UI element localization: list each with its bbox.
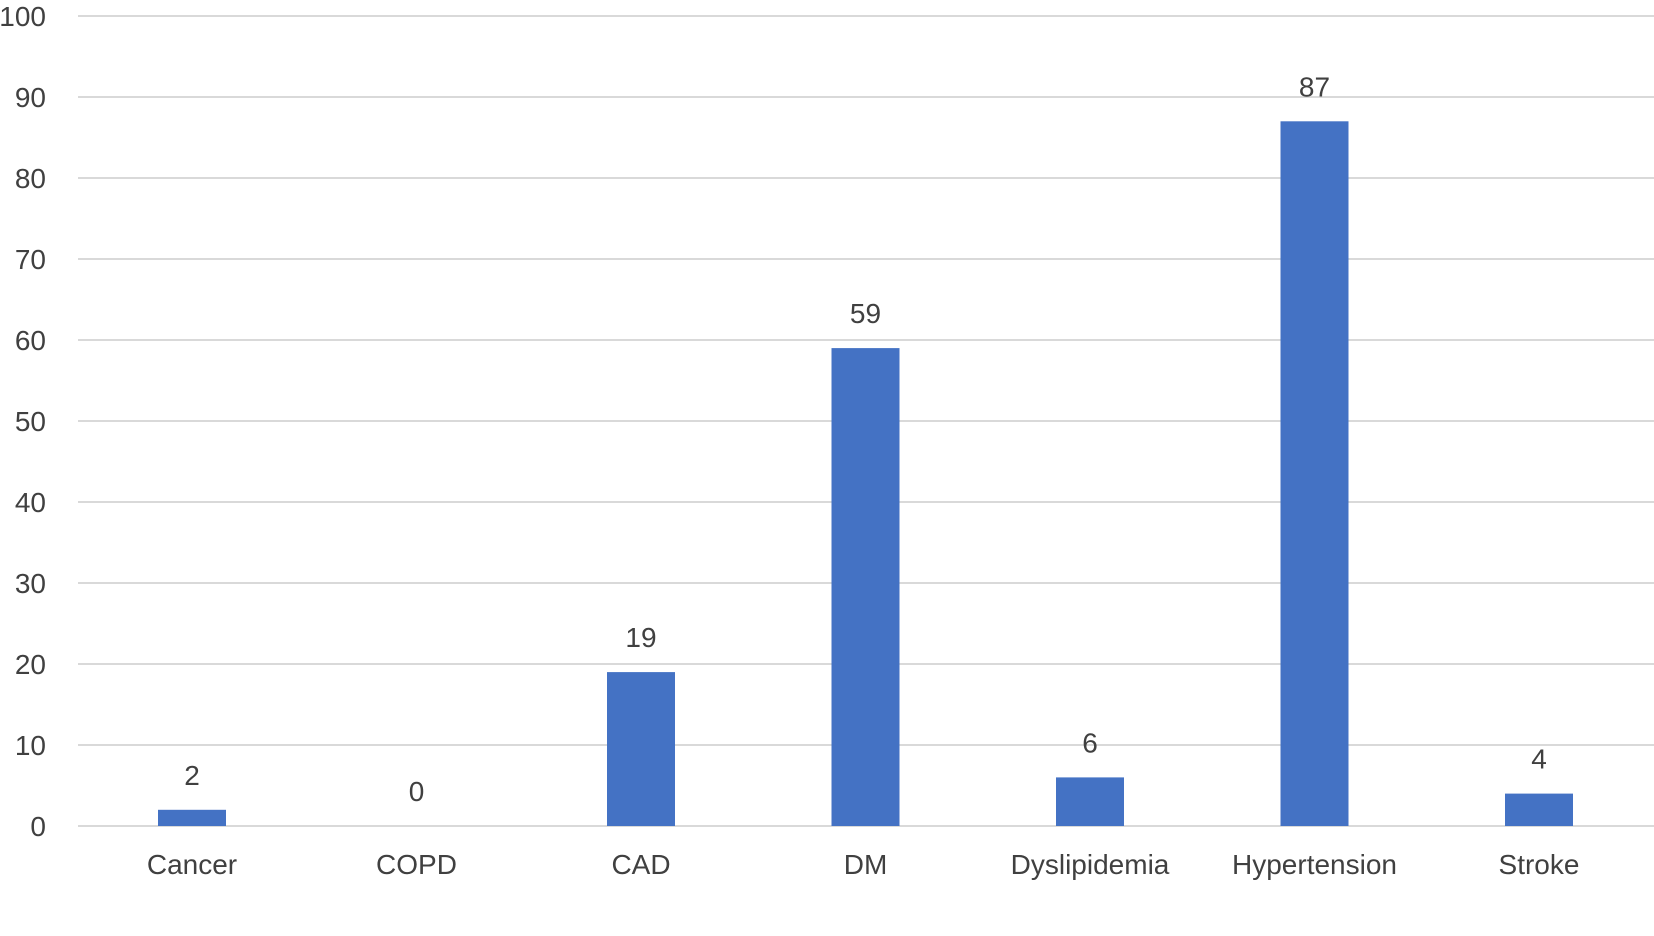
y-tick-label: 60 [15,325,46,356]
x-category-label: Hypertension [1232,849,1397,880]
y-tick-label: 90 [15,82,46,113]
x-category-label: Stroke [1499,849,1580,880]
x-category-label: COPD [376,849,457,880]
bars [158,121,1573,827]
data-labels: 2 0 19 59 6 87 4 [184,71,1547,807]
bar-cad [607,672,675,826]
y-tick-label: 0 [30,811,46,842]
y-tick-label: 20 [15,649,46,680]
bar-cancer [158,809,226,826]
bar-dyslipidemia [1056,777,1124,826]
y-tick-label: 80 [15,163,46,194]
x-category-label: CAD [611,849,670,880]
data-label-cad: 19 [625,622,656,653]
bar-hypertension [1280,121,1349,827]
data-label-stroke: 4 [1531,744,1547,775]
bar-stroke [1505,793,1573,826]
y-tick-label: 70 [15,244,46,275]
data-label-dm: 59 [850,298,881,329]
y-tick-label: 30 [15,568,46,599]
data-label-dyslipidemia: 6 [1082,727,1098,758]
bar-dm [831,348,900,826]
x-axis-categories: Cancer COPD CAD DM Dyslipidemia Hypertension S… [147,849,1580,880]
y-tick-label: 10 [15,730,46,761]
x-category-label: Dyslipidemia [1011,849,1170,880]
data-label-cancer: 2 [184,760,200,791]
data-label-hypertension: 87 [1299,71,1330,102]
data-label-copd: 0 [409,776,425,807]
y-tick-label: 50 [15,406,46,437]
y-tick-label: 40 [15,487,46,518]
y-tick-label: 100 [0,1,46,32]
x-category-label: Cancer [147,849,237,880]
x-category-label: DM [844,849,888,880]
y-axis-ticks: 0 10 20 30 40 50 60 70 80 90 100 [0,1,46,842]
